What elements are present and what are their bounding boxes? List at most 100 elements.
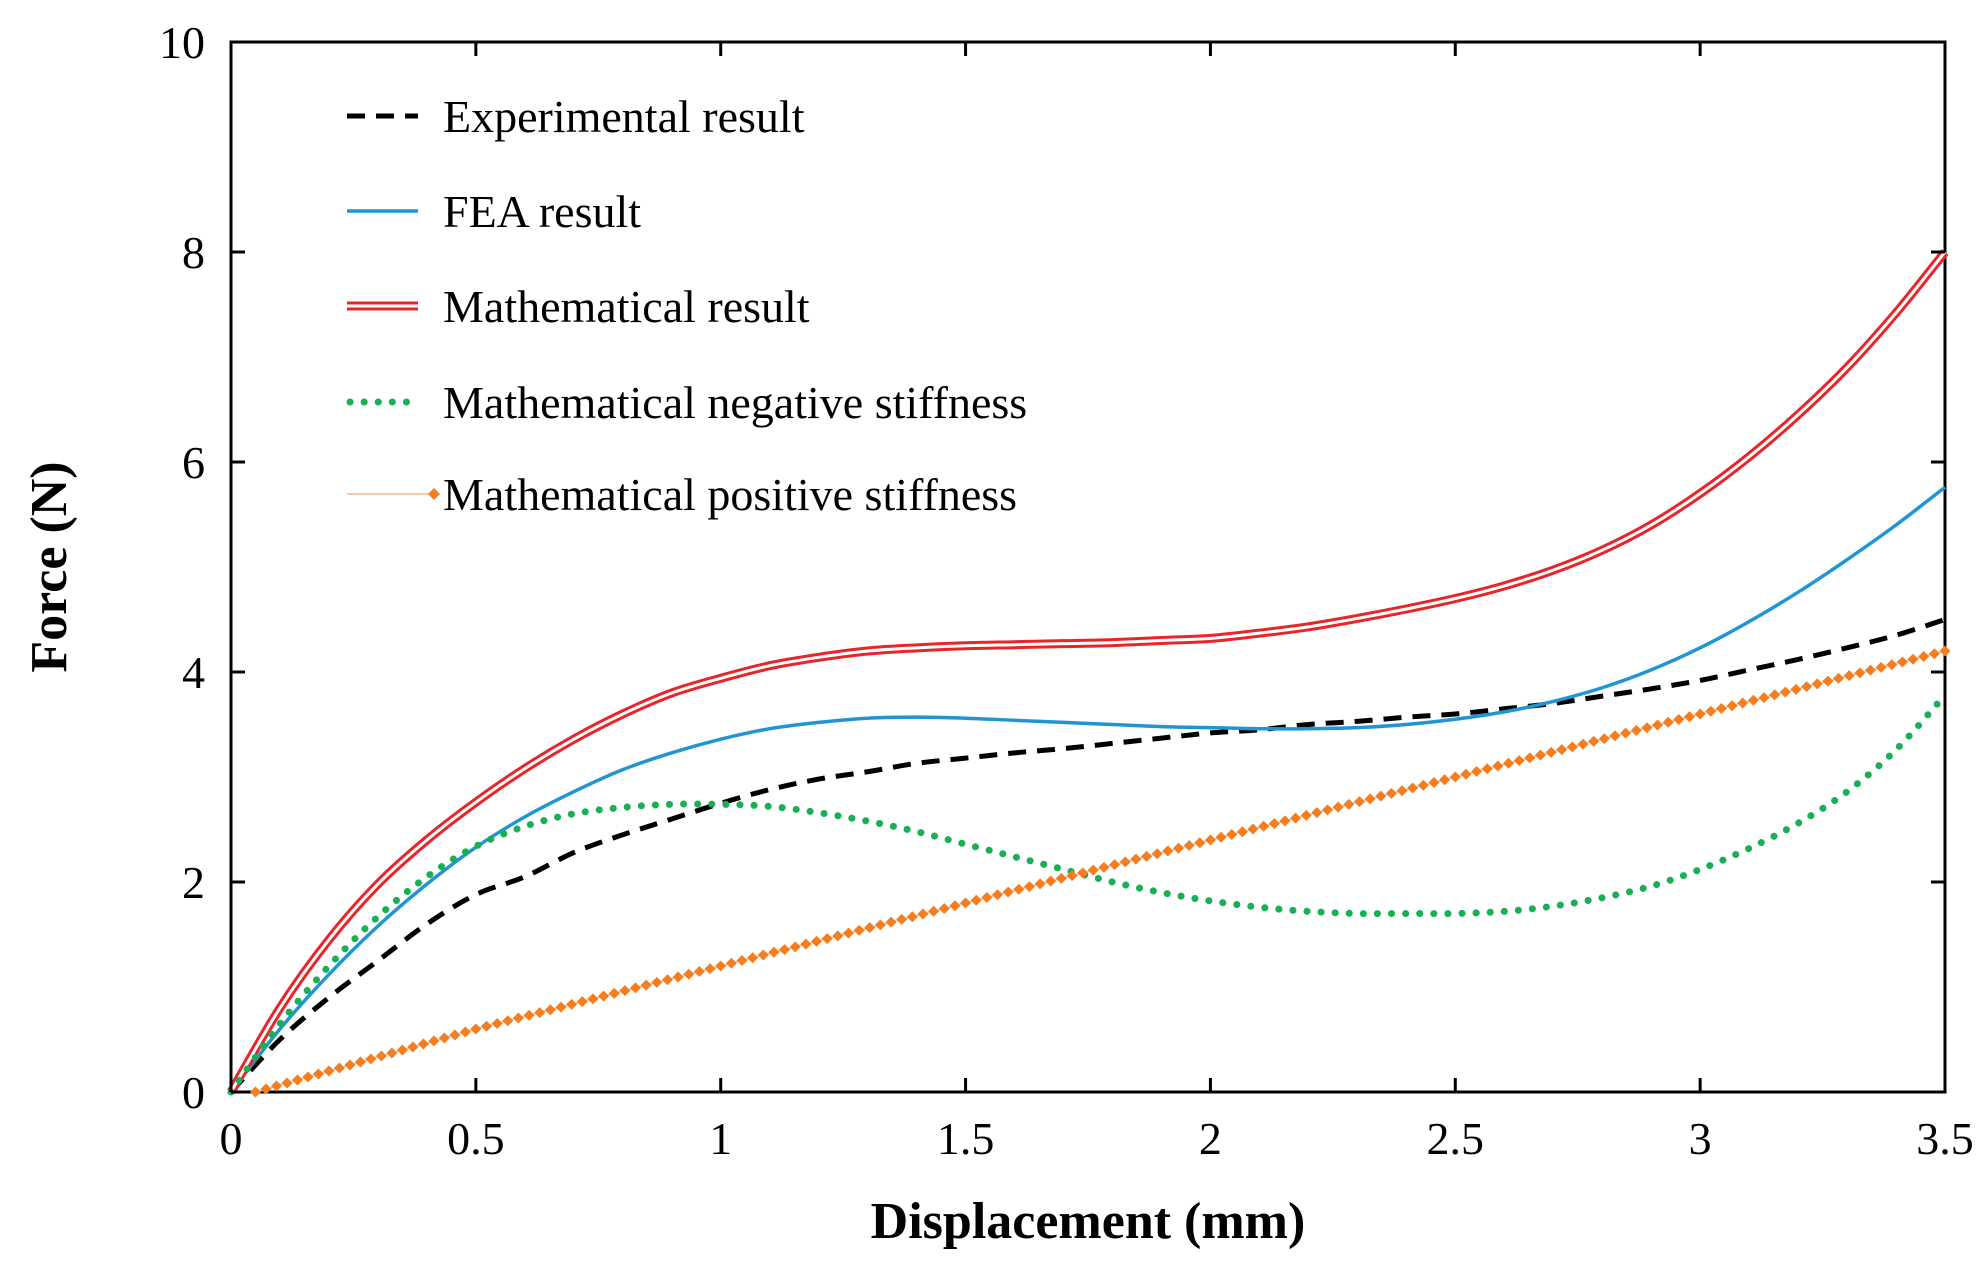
series-marker	[789, 941, 801, 953]
series-marker	[736, 955, 748, 967]
series-mathematical-result	[227, 249, 1949, 1095]
series-marker	[1864, 664, 1876, 676]
series-marker	[1630, 724, 1642, 736]
series-marker	[1428, 776, 1440, 788]
series-marker	[970, 894, 982, 906]
series-marker	[555, 1001, 567, 1013]
series-marker	[1545, 746, 1557, 758]
series-marker	[640, 979, 652, 991]
series-marker	[608, 987, 620, 999]
series-marker	[757, 949, 769, 961]
series-marker	[333, 1062, 345, 1074]
series-marker	[386, 1047, 398, 1059]
legend-marker	[428, 488, 440, 500]
legend-label-positive-stiffness: Mathematical positive stiffness	[443, 469, 1017, 520]
legend-item-experimental: Experimental result	[347, 91, 805, 142]
series-marker	[864, 922, 876, 934]
series-marker	[1279, 815, 1291, 827]
series-marker	[1833, 672, 1845, 684]
series-marker	[1556, 744, 1568, 756]
series-marker	[428, 1035, 440, 1047]
series-marker	[1779, 686, 1791, 698]
series-marker	[1694, 708, 1706, 720]
series-marker	[1737, 697, 1749, 709]
series-marker	[1705, 705, 1717, 717]
series-mathematical-negative-stiffness	[227, 691, 1949, 1096]
series-marker	[1002, 886, 1014, 898]
series-marker	[281, 1077, 293, 1089]
y-tick-label: 8	[182, 227, 205, 278]
series-marker	[1353, 796, 1365, 808]
series-marker	[651, 976, 663, 988]
plot-area	[227, 40, 1951, 1098]
series-marker	[1481, 763, 1493, 775]
series-marker	[302, 1071, 314, 1083]
legend-item-positive-stiffness: Mathematical positive stiffness	[347, 469, 1017, 520]
legend-label-experimental: Experimental result	[443, 91, 805, 142]
series-marker	[502, 1015, 514, 1027]
y-axis-label: Force (N)	[21, 461, 78, 672]
series-marker	[906, 911, 918, 923]
series-marker	[417, 1038, 429, 1050]
series-fea-result	[229, 485, 1947, 1094]
series-marker	[1385, 787, 1397, 799]
legend-symbol-positive-stiffness	[347, 488, 440, 500]
series-marker	[960, 897, 972, 909]
y-tick-label: 4	[182, 647, 205, 698]
series-marker	[1822, 675, 1834, 687]
series-marker	[365, 1053, 377, 1065]
series-marker	[928, 905, 940, 917]
series-marker	[1609, 730, 1621, 742]
series-marker	[981, 892, 993, 904]
series-marker	[1322, 804, 1334, 816]
series-marker	[992, 889, 1004, 901]
series-marker	[291, 1074, 303, 1086]
series-marker	[512, 1012, 524, 1024]
x-tick-label: 1.5	[937, 1113, 995, 1164]
series-marker	[661, 974, 673, 986]
series-marker	[1534, 749, 1546, 761]
series-marker	[725, 957, 737, 969]
series-marker	[1875, 661, 1887, 673]
series-marker	[1290, 812, 1302, 824]
series-marker	[1726, 700, 1738, 712]
series-marker	[249, 1086, 261, 1098]
y-tick-label: 0	[182, 1067, 205, 1118]
series-marker	[270, 1080, 282, 1092]
series-marker	[832, 930, 844, 942]
legend-item-mathematical: Mathematical result	[347, 281, 810, 332]
x-tick-label: 0.5	[447, 1113, 505, 1164]
series-marker	[1758, 692, 1770, 704]
series-marker	[672, 971, 684, 983]
series-marker	[344, 1059, 356, 1071]
series-marker	[1843, 670, 1855, 682]
series-marker	[1194, 837, 1206, 849]
series-marker	[885, 916, 897, 928]
series-marker	[747, 952, 759, 964]
series-marker	[1439, 774, 1451, 786]
series-marker	[1417, 779, 1429, 791]
series-marker	[312, 1068, 324, 1080]
series-marker	[1311, 807, 1323, 819]
series-line-mathematical-result-inner	[229, 251, 1947, 1093]
series-marker	[576, 996, 588, 1008]
series-marker	[811, 935, 823, 947]
series-marker	[1215, 831, 1227, 843]
y-tick-label: 10	[159, 17, 205, 68]
legend: Experimental result FEA result Mathemati…	[346, 91, 1027, 520]
series-marker	[1343, 798, 1355, 810]
x-tick-label: 2.5	[1427, 1113, 1485, 1164]
series-marker	[1790, 683, 1802, 695]
series-marker	[896, 913, 908, 925]
series-marker	[1162, 845, 1174, 857]
series-marker	[1300, 809, 1312, 821]
series-mathematical-positive-stiffness	[249, 645, 1951, 1098]
series-marker	[1109, 859, 1121, 871]
legend-label-negative-stiffness: Mathematical negative stiffness	[443, 377, 1027, 428]
series-marker	[683, 968, 695, 980]
series-marker	[842, 927, 854, 939]
series-marker	[1652, 719, 1664, 731]
series-marker	[1045, 875, 1057, 887]
series-marker	[491, 1018, 503, 1030]
series-marker	[874, 919, 886, 931]
